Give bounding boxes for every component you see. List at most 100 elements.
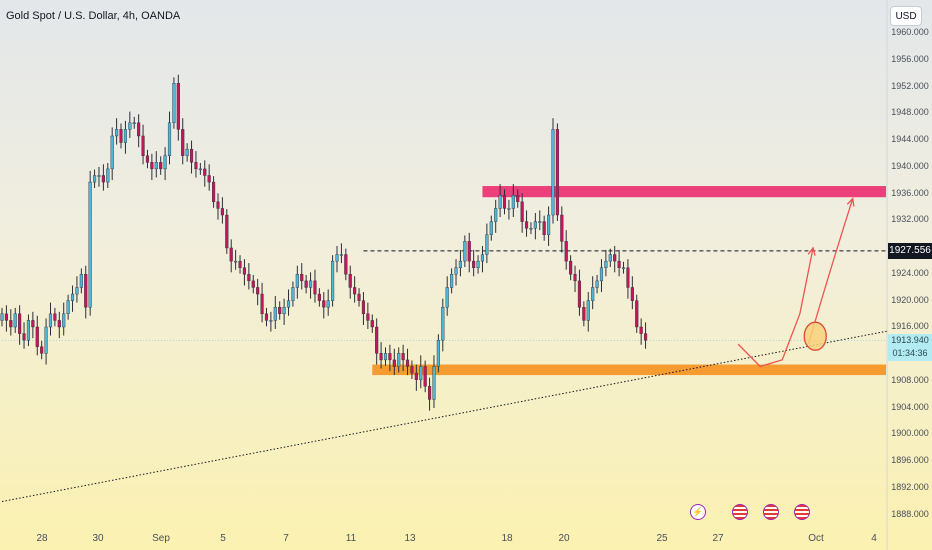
candle-body: [207, 175, 211, 183]
candle-body: [432, 366, 436, 400]
price-tick: 1896.000: [891, 455, 929, 465]
candle-body: [643, 333, 648, 341]
candle-body: [397, 353, 401, 367]
date-tick: Sep: [152, 533, 170, 544]
candle-body: [458, 260, 462, 268]
candle-body: [326, 300, 330, 308]
candle-body: [353, 287, 357, 295]
candle-body: [428, 386, 432, 400]
price-tick: 1920.000: [891, 295, 929, 305]
candle-body: [203, 168, 207, 176]
candle-body: [22, 333, 26, 341]
candle-body: [300, 274, 304, 282]
candle-body: [79, 274, 83, 288]
candle-body: [44, 326, 48, 354]
candle-body: [198, 168, 202, 171]
candle-body: [520, 201, 524, 222]
candle-body: [582, 307, 586, 321]
candle-body: [167, 122, 172, 156]
candle-body: [242, 267, 247, 275]
candle-body: [154, 162, 158, 170]
date-tick: 13: [404, 533, 416, 544]
candle-body: [383, 353, 388, 361]
price-tick: 1952.000: [891, 81, 929, 91]
candle-body: [282, 307, 286, 315]
candle-body: [511, 195, 515, 209]
candle-body: [555, 129, 559, 216]
candle-body: [35, 326, 39, 347]
candle-body: [621, 267, 626, 269]
candle-body: [613, 254, 617, 262]
price-tick: 1900.000: [891, 428, 929, 438]
candle-body: [115, 129, 119, 137]
date-tick: 4: [871, 533, 877, 544]
candle-body: [507, 208, 511, 210]
candle-body: [573, 274, 577, 282]
candle-body: [599, 267, 604, 282]
price-tick: 1948.000: [891, 107, 929, 117]
candle-body: [313, 280, 317, 295]
candle-body: [295, 274, 299, 288]
candle-body: [467, 241, 471, 262]
price-tick: 1888.000: [891, 509, 929, 519]
us-flag-icon[interactable]: [732, 504, 748, 520]
price-tick: 1932.000: [891, 214, 929, 224]
candle-body: [93, 175, 97, 183]
price-tick: 1960.000: [891, 27, 929, 37]
candle-body: [229, 247, 233, 262]
candle-body: [577, 280, 582, 308]
price-tick: 1940.000: [891, 161, 929, 171]
trendline: [1, 330, 889, 503]
candle-body: [286, 300, 291, 308]
candle-body: [31, 320, 35, 328]
bar-countdown: 01:34:36: [892, 348, 928, 358]
candle-body: [630, 287, 634, 301]
candle-body: [635, 300, 639, 328]
projection-arrowhead: [807, 246, 816, 256]
candle-body: [40, 346, 44, 354]
candle-body: [423, 366, 427, 387]
price-tick: 1916.000: [891, 321, 929, 331]
candle-body: [137, 122, 141, 137]
currency-button[interactable]: USD: [890, 6, 922, 26]
lightning-icon[interactable]: ⚡: [690, 504, 706, 520]
candle-body: [0, 313, 4, 321]
candle-body: [176, 83, 180, 130]
price-tick: 1936.000: [891, 188, 929, 198]
date-tick: Oct: [808, 533, 824, 544]
date-tick: 27: [712, 533, 724, 544]
date-tick: 11: [345, 533, 357, 544]
candle-body: [97, 175, 101, 177]
candle-body: [159, 162, 163, 170]
candle-body: [569, 260, 573, 275]
candle-body: [84, 274, 88, 308]
candle-body: [212, 181, 216, 203]
candle-body: [410, 366, 414, 374]
us-flag-icon[interactable]: [763, 504, 779, 520]
candle-body: [57, 320, 61, 328]
candle-body: [498, 195, 502, 209]
candle-body: [538, 221, 542, 223]
candle-body: [494, 208, 498, 222]
candle-body: [123, 129, 127, 143]
candle-body: [331, 260, 335, 301]
candle-body: [189, 148, 194, 163]
candle-body: [13, 313, 17, 328]
candle-body: [357, 293, 361, 301]
candle-body: [480, 254, 485, 262]
candle-body: [251, 280, 255, 288]
candle-body: [110, 135, 114, 170]
candle-body: [476, 260, 480, 268]
us-flag-icon[interactable]: [794, 504, 810, 520]
date-tick: 18: [501, 533, 513, 544]
date-tick: 28: [36, 533, 48, 544]
resistance-zone: [482, 186, 886, 198]
candle-body: [185, 148, 189, 156]
candle-body: [401, 353, 405, 361]
candle-body: [234, 260, 238, 263]
candle-body: [489, 221, 493, 235]
candle-body: [238, 260, 242, 268]
candle-body: [370, 320, 374, 328]
candle-body: [260, 293, 264, 315]
